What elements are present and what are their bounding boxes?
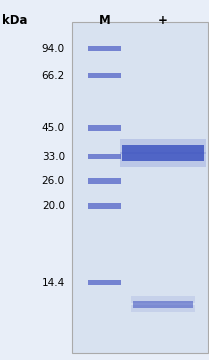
Text: 26.0: 26.0 [42, 176, 65, 186]
Bar [88, 125, 121, 131]
Bar [88, 178, 121, 184]
Bar [88, 73, 121, 78]
Text: 14.4: 14.4 [42, 278, 65, 288]
Bar [122, 145, 204, 161]
Bar [88, 280, 121, 285]
Bar [133, 301, 193, 308]
Bar [131, 305, 195, 312]
Text: 45.0: 45.0 [42, 123, 65, 133]
Text: 66.2: 66.2 [42, 71, 65, 81]
Bar [88, 203, 121, 209]
Text: M: M [99, 14, 110, 27]
Bar [72, 22, 208, 353]
Text: 33.0: 33.0 [42, 152, 65, 162]
Bar [120, 152, 206, 167]
Text: 20.0: 20.0 [42, 201, 65, 211]
Bar [120, 139, 206, 154]
Bar [88, 46, 121, 51]
Text: kDa: kDa [2, 14, 28, 27]
Bar [88, 154, 121, 159]
Text: 94.0: 94.0 [42, 44, 65, 54]
Text: +: + [158, 14, 168, 27]
Bar [131, 296, 195, 303]
